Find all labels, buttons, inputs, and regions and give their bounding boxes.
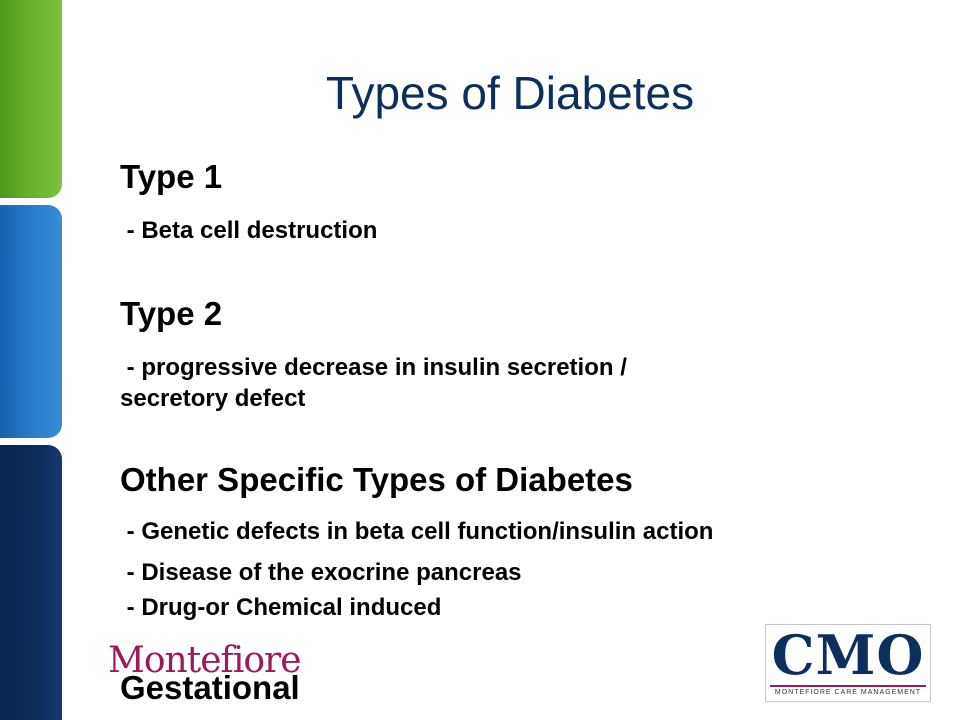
type-2-item-line-1: - progressive decrease in insulin secret… <box>120 354 627 381</box>
type-2-item-line-2: secretory defect <box>120 385 306 412</box>
montefiore-logo: Montefiore <box>108 640 302 681</box>
cmo-logo: CMO MONTEFIORE CARE MANAGEMENT <box>765 624 931 702</box>
other-types-item-exocrine: - Disease of the exocrine pancreas <box>120 559 522 586</box>
left-tab-green <box>0 0 62 198</box>
heading-type-1: Type 1 <box>120 158 223 195</box>
other-types-item-drug: - Drug-or Chemical induced <box>120 594 442 621</box>
heading-type-2: Type 2 <box>120 295 223 332</box>
cmo-logo-subtitle: MONTEFIORE CARE MANAGEMENT <box>774 689 922 696</box>
cmo-logo-letters: CMO <box>771 623 925 687</box>
left-tab-navy <box>0 445 62 720</box>
heading-gestational: Gestational <box>120 669 300 706</box>
left-tab-blue <box>0 205 62 438</box>
type-1-item: - Beta cell destruction <box>120 217 378 244</box>
heading-other-specific-types: Other Specific Types of Diabetes <box>120 461 633 498</box>
slide-title: Types of Diabetes <box>325 67 695 119</box>
cmo-logo-divider <box>770 685 926 687</box>
other-types-item-genetic: - Genetic defects in beta cell function/… <box>120 518 714 545</box>
